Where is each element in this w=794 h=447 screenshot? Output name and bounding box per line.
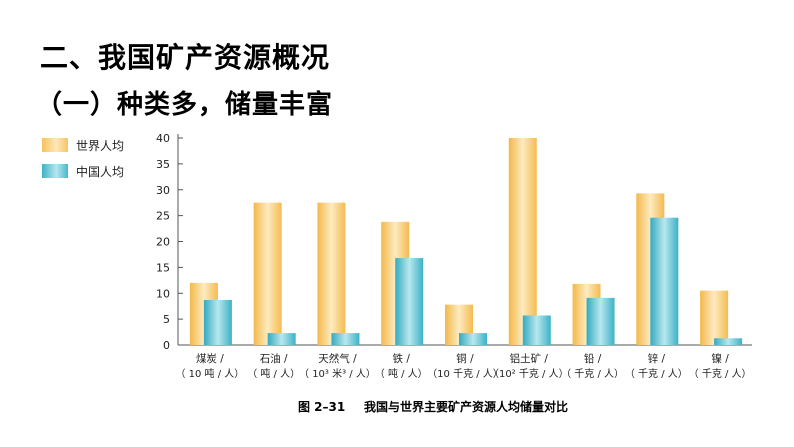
x-tick-unit: （ 千克 / 人） [625, 368, 688, 380]
bar-china [522, 315, 551, 345]
chart-legend: 世界人均 中国人均 [42, 134, 124, 186]
x-axis-labels: 煤炭 / （ 10 吨 / 人） 石油 / （ 吨 / 人） 天然气 / （ 10³ 米³… [175, 352, 751, 380]
x-tick-label: 铝土矿 / [510, 352, 549, 365]
legend-item-china: 中国人均 [42, 160, 124, 182]
bar-world [700, 290, 729, 345]
x-tick-label: 石油 / [260, 352, 288, 365]
bar-world [508, 138, 537, 345]
y-tick-label: 25 [156, 210, 170, 223]
x-tick-unit: （ 千克 / 人） [689, 368, 752, 380]
bar-china [586, 297, 615, 345]
legend-swatch-world [42, 138, 68, 152]
x-tick-label: 铁 / [393, 352, 411, 365]
bar-china [714, 338, 743, 345]
y-tick-label: 5 [163, 313, 170, 326]
bar-world [253, 202, 282, 345]
y-tick-label: 40 [156, 132, 170, 145]
x-tick-label: 锌 / [648, 352, 666, 365]
x-tick-label: 镍 / [711, 352, 729, 365]
subsection-heading: （一）种类多，储量丰富 [36, 90, 334, 120]
bar-china [459, 333, 487, 345]
legend-item-world: 世界人均 [42, 134, 124, 156]
y-tick-label: 30 [156, 184, 170, 197]
bar-world [317, 202, 346, 345]
x-tick-unit: （ 吨 / 人） [247, 367, 300, 380]
x-tick-label: 煤炭 / [196, 352, 224, 365]
bars [189, 138, 743, 345]
bar-china [267, 333, 296, 345]
y-tick-label: 15 [156, 261, 170, 274]
figure-title: 我国与世界主要矿产资源人均储量对比 [364, 400, 569, 414]
y-tick-label: 20 [156, 236, 170, 249]
x-tick-unit: （ 吨 / 人） [375, 367, 428, 380]
bar-china [650, 217, 679, 345]
figure-number: 图 2–31 [298, 400, 346, 414]
section-heading: 二、我国矿产资源概况 [40, 41, 331, 74]
x-tick-unit: （ 10³ 米³ / 人） [299, 367, 376, 380]
legend-label-china: 中国人均 [76, 164, 125, 179]
x-tick-unit: （10 千克 / 人） [427, 368, 503, 380]
bar-china [331, 333, 360, 345]
x-tick-unit: （10² 千克 / 人） [489, 368, 569, 380]
x-tick-unit: （ 10 吨 / 人） [175, 367, 244, 380]
y-tick-label: 35 [156, 158, 170, 171]
x-tick-label: 天然气 / [318, 352, 357, 365]
bar-china [203, 299, 232, 345]
y-tick-label: 0 [163, 339, 170, 352]
x-tick-label: 铜 / [456, 353, 474, 365]
y-tick-label: 10 [156, 287, 170, 300]
x-tick-unit: （ 千克 / 人） [561, 368, 624, 380]
legend-swatch-china [42, 164, 68, 178]
legend-label-world: 世界人均 [76, 138, 125, 153]
bar-china [395, 258, 424, 345]
x-tick-label: 铅 / [584, 352, 602, 365]
